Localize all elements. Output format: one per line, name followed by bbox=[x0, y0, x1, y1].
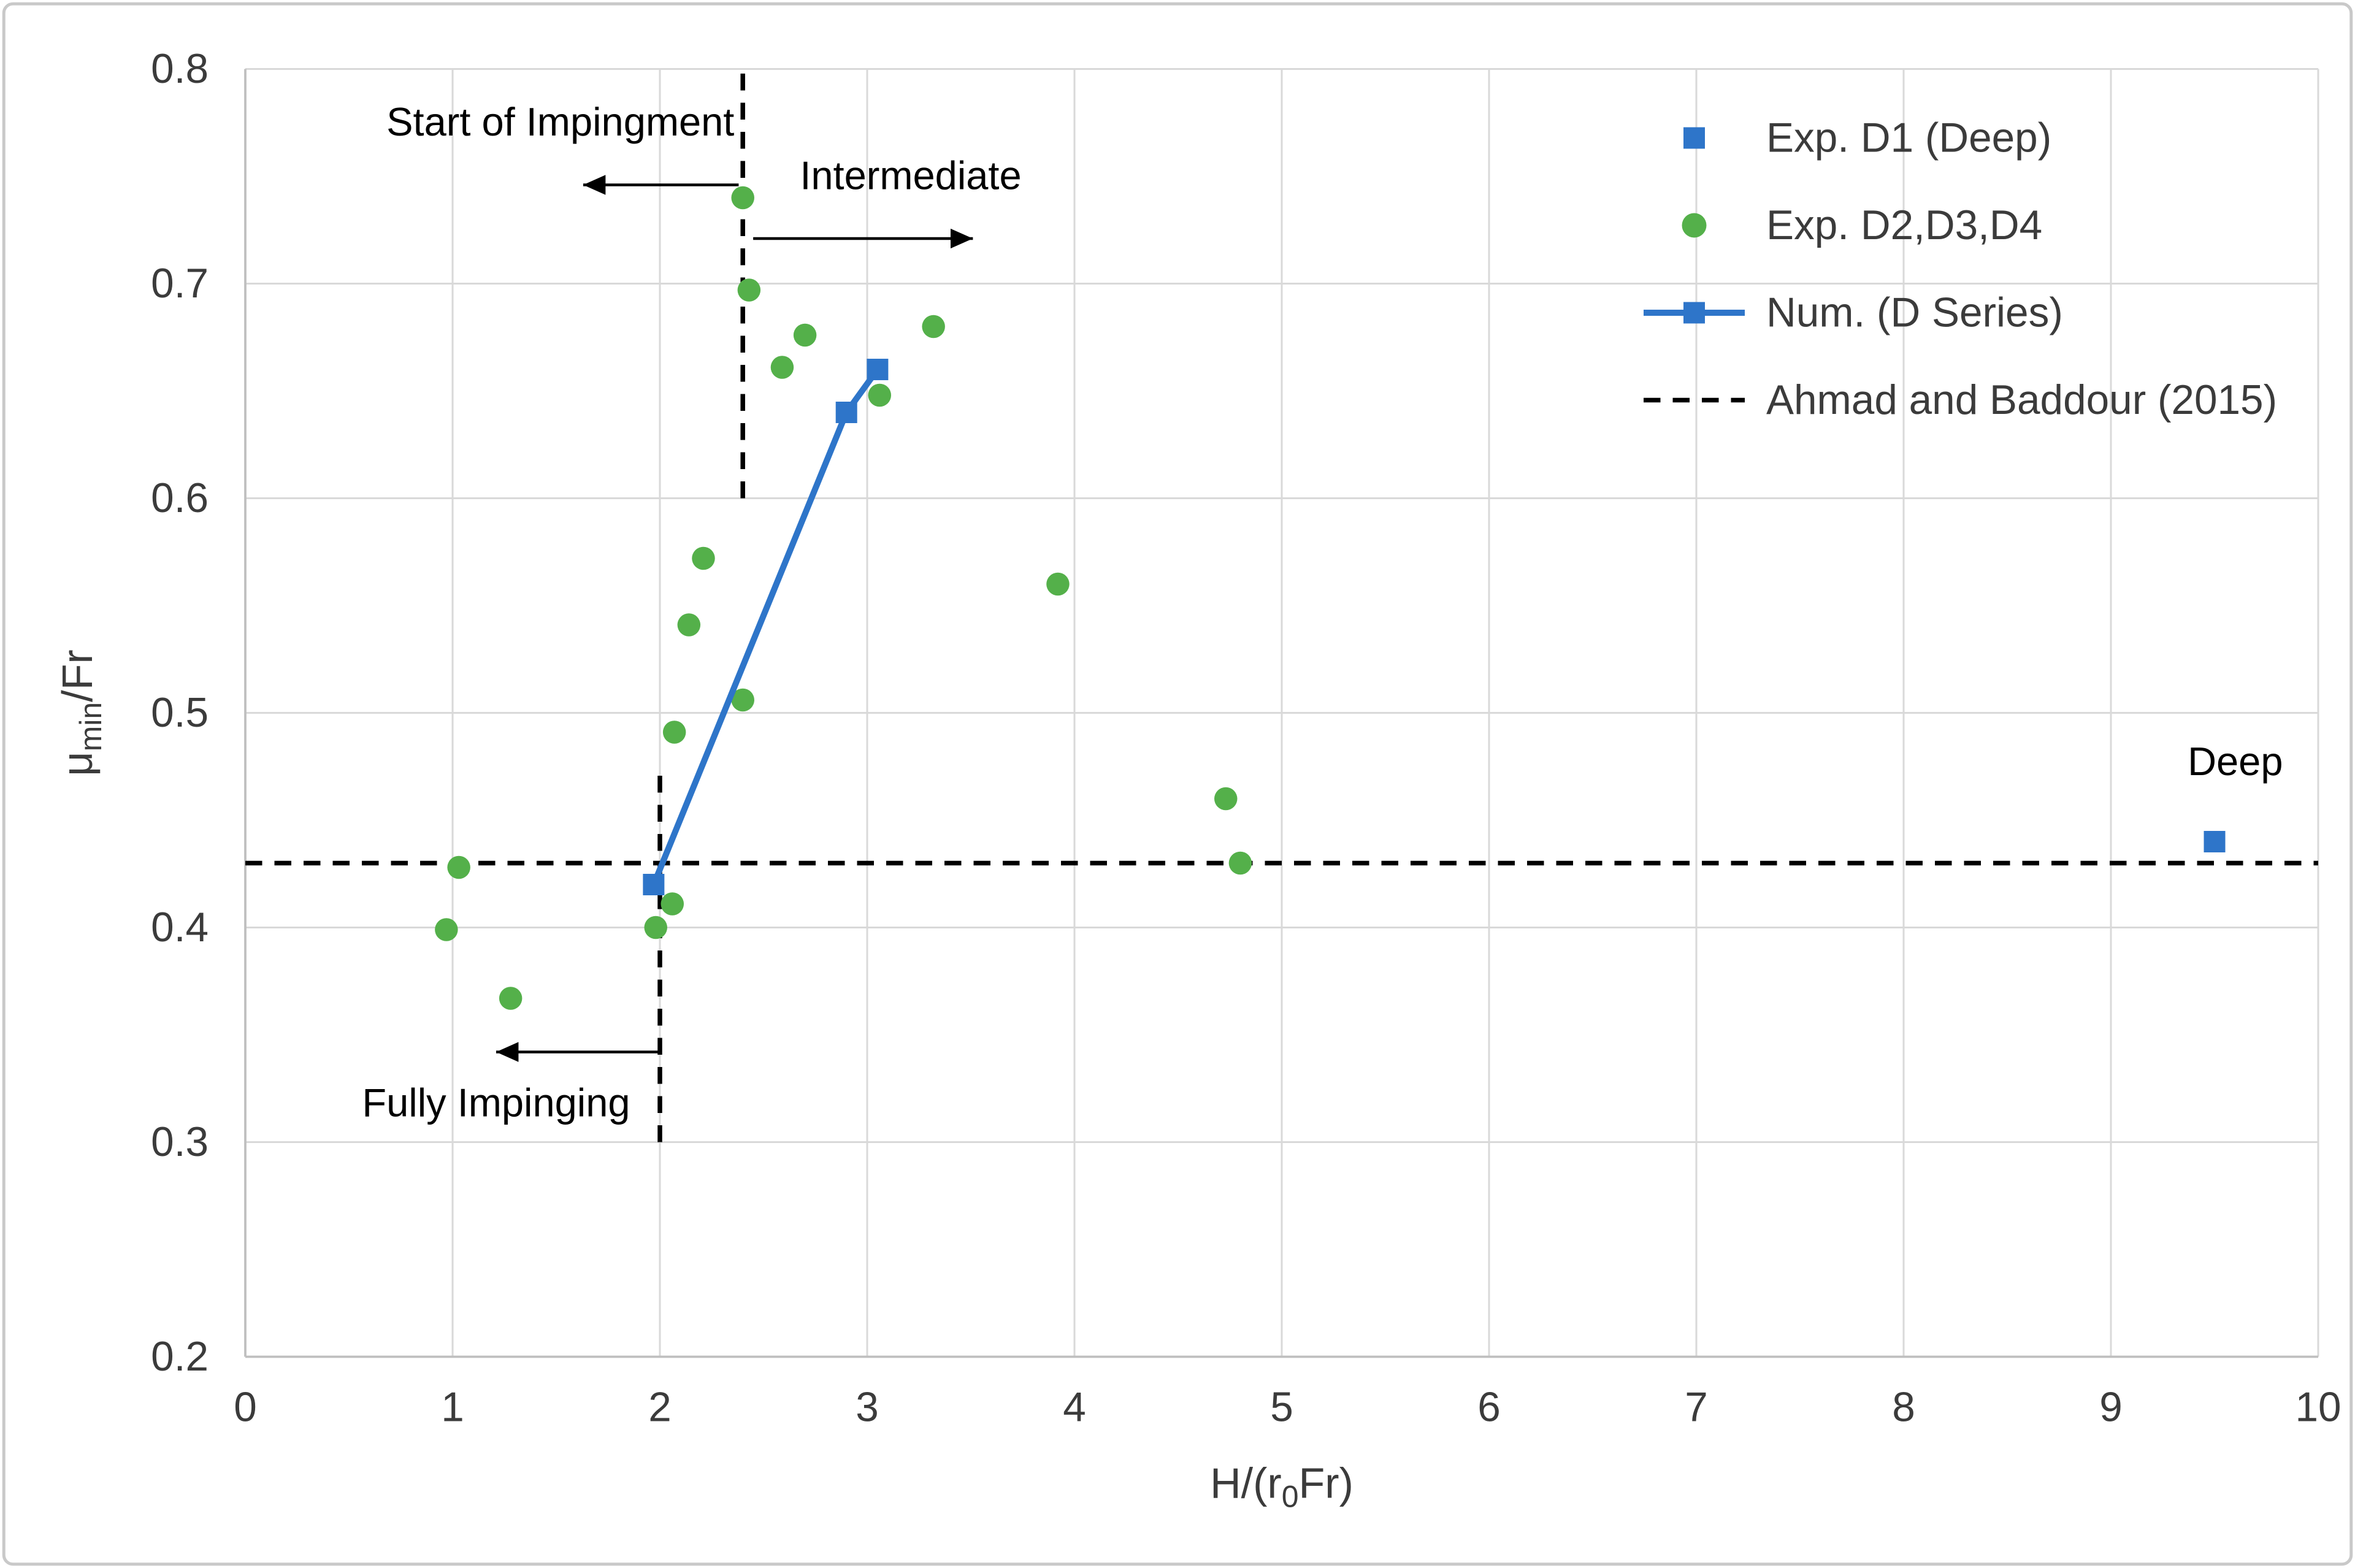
x-tick-label: 1 bbox=[441, 1385, 464, 1431]
y-tick-label: 0.5 bbox=[151, 690, 209, 736]
legend-label: Num. (D Series) bbox=[1766, 290, 2063, 336]
data-point-circle bbox=[868, 383, 892, 407]
data-point-circle bbox=[770, 356, 794, 379]
legend-label: Exp. D1 (Deep) bbox=[1766, 115, 2051, 161]
y-tick-label: 0.8 bbox=[151, 46, 209, 92]
x-tick-label: 7 bbox=[1685, 1385, 1708, 1431]
data-point-circle bbox=[661, 892, 684, 916]
legend-swatch-circle bbox=[1682, 213, 1707, 238]
x-tick-label: 3 bbox=[856, 1385, 879, 1431]
x-tick-label: 10 bbox=[2295, 1385, 2341, 1431]
data-point-circle bbox=[1214, 787, 1238, 811]
num-series-marker bbox=[835, 402, 857, 423]
data-point-circle bbox=[692, 546, 715, 570]
annotation-label: Start of Impingment bbox=[386, 99, 734, 144]
num-series-marker bbox=[643, 874, 665, 895]
annotation-label: Fully Impinging bbox=[362, 1080, 630, 1125]
x-tick-label: 0 bbox=[234, 1385, 257, 1431]
annotation-label: Intermediate bbox=[800, 153, 1021, 198]
num-series-marker bbox=[867, 359, 889, 380]
x-tick-label: 4 bbox=[1063, 1385, 1086, 1431]
annotation-label: Deep bbox=[2188, 739, 2283, 784]
x-tick-label: 2 bbox=[648, 1385, 672, 1431]
data-point-circle bbox=[793, 323, 817, 347]
data-point-circle bbox=[737, 278, 761, 302]
y-tick-label: 0.2 bbox=[151, 1334, 209, 1380]
data-point-circle bbox=[435, 918, 458, 941]
data-point-circle bbox=[662, 721, 686, 744]
x-tick-label: 9 bbox=[2099, 1385, 2123, 1431]
y-tick-label: 0.4 bbox=[151, 904, 209, 950]
data-point-circle bbox=[677, 613, 701, 637]
legend-swatch-square bbox=[1683, 127, 1705, 149]
data-point-circle bbox=[644, 916, 667, 939]
x-tick-label: 5 bbox=[1270, 1385, 1293, 1431]
data-point-circle bbox=[1046, 572, 1070, 596]
x-tick-label: 8 bbox=[1892, 1385, 1915, 1431]
legend-swatch-line-marker bbox=[1683, 302, 1705, 324]
x-tick-label: 6 bbox=[1477, 1385, 1501, 1431]
y-tick-label: 0.3 bbox=[151, 1119, 209, 1165]
data-point-circle bbox=[447, 855, 470, 879]
data-point-circle bbox=[1228, 851, 1252, 875]
x-axis-title: H/(r0Fr) bbox=[1210, 1459, 1354, 1514]
y-axis-title: μmin/Fr bbox=[53, 649, 108, 776]
data-point-square bbox=[2204, 831, 2226, 852]
data-point-circle bbox=[922, 315, 945, 338]
legend-label: Ahmad and Baddour (2015) bbox=[1766, 377, 2277, 423]
y-tick-label: 0.7 bbox=[151, 261, 209, 307]
data-point-circle bbox=[499, 987, 523, 1010]
legend-label: Exp. D2,D3,D4 bbox=[1766, 202, 2042, 248]
data-point-circle bbox=[731, 186, 754, 210]
data-point-circle bbox=[731, 688, 754, 712]
y-tick-label: 0.6 bbox=[151, 475, 209, 521]
